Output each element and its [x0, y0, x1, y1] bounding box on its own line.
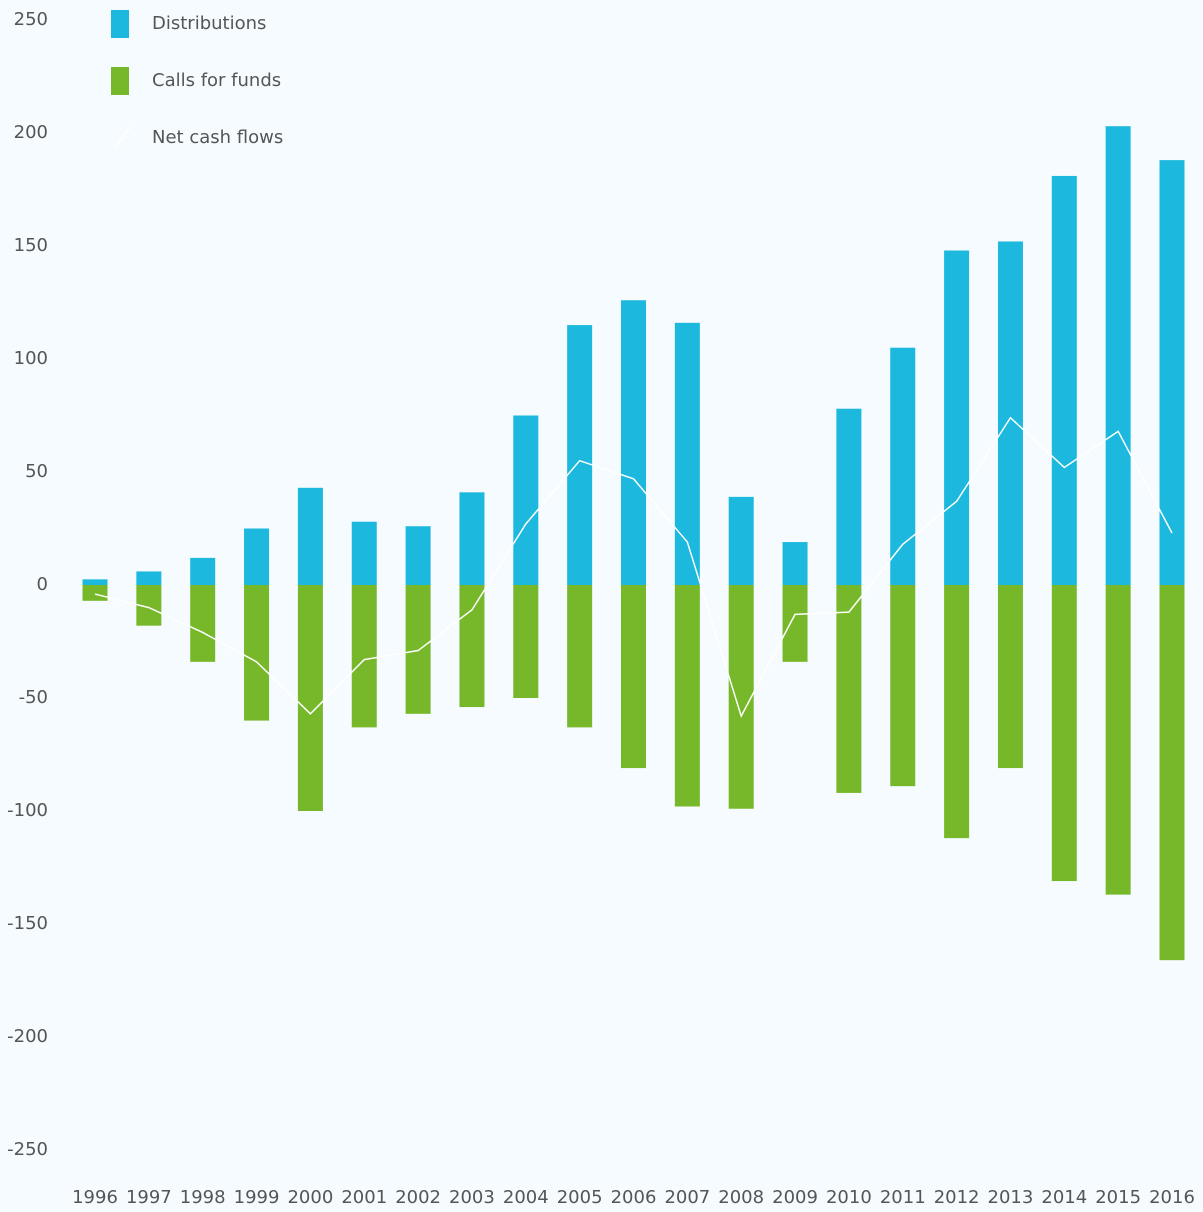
x-tick-label: 2010 [826, 1187, 872, 1208]
bar [297, 487, 323, 585]
bar [1105, 585, 1131, 895]
bar [459, 585, 485, 708]
x-tick-label: 1999 [234, 1187, 280, 1208]
y-tick-label: -250 [7, 1139, 48, 1160]
bar [190, 585, 216, 662]
bar [728, 496, 754, 585]
y-tick-label: 250 [14, 9, 48, 30]
x-tick-label: 2012 [934, 1187, 980, 1208]
bar [567, 585, 593, 728]
legend-label: Calls for funds [152, 70, 281, 91]
bar [674, 585, 700, 807]
bar [1105, 126, 1131, 585]
y-tick-label: -50 [19, 687, 48, 708]
x-tick-label: 1996 [72, 1187, 118, 1208]
x-tick-label: 2005 [557, 1187, 603, 1208]
legend-swatch [111, 10, 129, 38]
x-tick-label: 2000 [287, 1187, 333, 1208]
bar [621, 300, 646, 585]
legend-label: Distributions [152, 13, 266, 34]
y-tick-label: -200 [7, 1026, 48, 1047]
x-tick-label: 2004 [503, 1187, 549, 1208]
x-tick-label: 2011 [880, 1187, 926, 1208]
x-tick-label: 2003 [449, 1187, 495, 1208]
y-tick-label: -150 [7, 913, 48, 934]
bar [1159, 585, 1185, 961]
x-tick-label: 2015 [1095, 1187, 1141, 1208]
y-tick-label: 200 [14, 122, 48, 143]
bar [513, 415, 539, 585]
y-tick-label: 50 [25, 461, 48, 482]
legend-swatch [111, 67, 129, 95]
bar [1159, 160, 1185, 585]
bar [782, 542, 808, 585]
bar [136, 571, 162, 585]
bar [836, 585, 862, 793]
bar [351, 521, 377, 585]
y-tick-label: 0 [37, 574, 48, 595]
bar [674, 322, 700, 585]
legend-line [114, 126, 131, 150]
y-tick-label: -100 [7, 800, 48, 821]
bar [405, 585, 431, 714]
line [94, 416, 1173, 719]
y-tick-label: 100 [14, 348, 48, 369]
bar [82, 585, 108, 601]
bar [890, 585, 916, 787]
x-tick-label: 2007 [664, 1187, 710, 1208]
bar [351, 585, 377, 728]
legend-label: Net cash flows [152, 127, 283, 148]
bar [1051, 175, 1077, 585]
bar [513, 585, 539, 698]
x-tick-label: 1997 [126, 1187, 172, 1208]
x-tick-label: 2006 [611, 1187, 657, 1208]
bar [459, 492, 485, 585]
bar [244, 585, 270, 721]
x-tick-label: 2001 [341, 1187, 387, 1208]
bar [836, 408, 862, 585]
x-tick-label: 2008 [718, 1187, 764, 1208]
bar [944, 250, 970, 585]
bar [944, 585, 970, 839]
bar [997, 241, 1023, 586]
x-tick-label: 2002 [395, 1187, 441, 1208]
x-tick-label: 2013 [988, 1187, 1034, 1208]
bar [244, 528, 270, 585]
bar [621, 585, 646, 769]
bar [297, 585, 323, 811]
bar [728, 585, 754, 809]
x-tick-label: 1998 [180, 1187, 226, 1208]
y-tick-label: 150 [14, 235, 48, 256]
bar [1051, 585, 1077, 882]
x-tick-label: 2009 [772, 1187, 818, 1208]
bar [405, 526, 431, 585]
x-tick-label: 2016 [1149, 1187, 1195, 1208]
bar [890, 347, 916, 585]
bar [190, 557, 216, 585]
x-tick-label: 2014 [1041, 1187, 1087, 1208]
bar [82, 579, 108, 585]
bar [567, 325, 593, 585]
bar [782, 585, 808, 662]
bar [997, 585, 1023, 769]
